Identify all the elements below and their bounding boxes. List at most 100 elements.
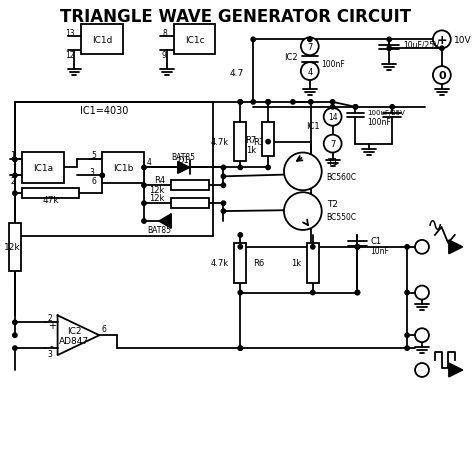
Bar <box>234 244 246 283</box>
Circle shape <box>221 175 226 179</box>
Circle shape <box>356 245 360 249</box>
Circle shape <box>405 245 409 249</box>
Text: 0: 0 <box>438 71 446 81</box>
Text: 2: 2 <box>47 313 52 322</box>
Text: 4: 4 <box>146 157 151 166</box>
Circle shape <box>142 166 146 170</box>
Circle shape <box>291 101 295 105</box>
Text: AD847: AD847 <box>59 336 90 345</box>
Bar <box>307 244 319 283</box>
Text: 6: 6 <box>91 176 96 185</box>
Circle shape <box>433 67 451 85</box>
Circle shape <box>221 184 226 188</box>
Text: IC1=4030: IC1=4030 <box>80 106 128 115</box>
Circle shape <box>238 346 243 350</box>
Text: IC1c: IC1c <box>185 36 204 45</box>
Text: C1: C1 <box>370 237 382 246</box>
Circle shape <box>310 291 315 295</box>
Circle shape <box>415 286 429 300</box>
Circle shape <box>405 346 409 350</box>
Circle shape <box>13 158 17 162</box>
Circle shape <box>142 219 146 224</box>
Text: IC1b: IC1b <box>113 164 133 173</box>
Circle shape <box>266 101 270 105</box>
Polygon shape <box>178 162 190 174</box>
Bar <box>174 25 216 55</box>
Text: R3: R3 <box>253 138 264 147</box>
Circle shape <box>301 38 319 56</box>
Text: ∿: ∿ <box>427 216 443 235</box>
Bar <box>171 181 209 191</box>
Circle shape <box>238 101 243 105</box>
Text: 12k: 12k <box>4 243 20 252</box>
Text: 13: 13 <box>65 29 74 38</box>
Circle shape <box>440 47 444 51</box>
Text: IC1d: IC1d <box>92 36 112 45</box>
Bar <box>22 152 64 184</box>
Text: 10V: 10V <box>454 36 472 45</box>
Text: TRIANGLE WAVE GENERATOR CIRCUIT: TRIANGLE WAVE GENERATOR CIRCUIT <box>60 9 411 27</box>
Circle shape <box>266 101 270 105</box>
Text: IC1: IC1 <box>306 122 320 131</box>
Text: 100uF/25V: 100uF/25V <box>367 110 405 115</box>
Text: 4.7k: 4.7k <box>210 138 228 147</box>
Circle shape <box>142 184 146 188</box>
Circle shape <box>387 38 392 42</box>
Text: -: - <box>50 341 54 350</box>
Circle shape <box>238 346 243 350</box>
Text: 10nF: 10nF <box>370 247 389 256</box>
Circle shape <box>13 333 17 338</box>
Circle shape <box>238 101 243 105</box>
Circle shape <box>324 135 342 153</box>
Bar <box>9 224 21 271</box>
Text: R6: R6 <box>253 259 264 267</box>
Text: T2: T2 <box>327 199 337 208</box>
Text: 1k: 1k <box>246 146 256 155</box>
Circle shape <box>13 346 17 350</box>
Circle shape <box>238 291 243 295</box>
Circle shape <box>301 63 319 81</box>
Bar <box>102 152 144 184</box>
Circle shape <box>221 209 226 214</box>
Circle shape <box>310 245 315 249</box>
Circle shape <box>356 245 360 249</box>
Text: 14: 14 <box>328 113 337 122</box>
Circle shape <box>390 106 394 110</box>
Circle shape <box>284 193 322 230</box>
Circle shape <box>13 174 17 178</box>
Text: 12: 12 <box>65 51 74 60</box>
Circle shape <box>387 47 392 51</box>
Text: +: + <box>437 34 447 47</box>
Polygon shape <box>449 240 463 254</box>
Circle shape <box>353 106 358 110</box>
Text: 7: 7 <box>330 140 335 149</box>
Text: 12k: 12k <box>149 193 165 202</box>
Circle shape <box>415 240 429 254</box>
Circle shape <box>330 106 335 110</box>
Text: IC1a: IC1a <box>33 164 53 173</box>
Text: R4: R4 <box>154 175 165 184</box>
Text: R7: R7 <box>245 136 256 145</box>
Circle shape <box>324 109 342 126</box>
Circle shape <box>330 101 335 105</box>
Circle shape <box>356 291 360 295</box>
Text: BAT85: BAT85 <box>147 226 171 235</box>
Text: 3: 3 <box>89 167 94 176</box>
Circle shape <box>356 291 360 295</box>
Circle shape <box>309 101 313 105</box>
Circle shape <box>221 202 226 206</box>
Circle shape <box>284 153 322 191</box>
Text: 4.7: 4.7 <box>230 69 244 78</box>
Circle shape <box>221 166 226 170</box>
Circle shape <box>100 174 104 178</box>
Circle shape <box>356 245 360 249</box>
Text: 1k: 1k <box>291 259 301 267</box>
Bar <box>262 123 274 157</box>
Text: 47k: 47k <box>42 195 59 204</box>
Text: 9: 9 <box>162 51 167 60</box>
Circle shape <box>308 38 312 42</box>
Bar <box>171 199 209 209</box>
Text: 2: 2 <box>10 176 15 185</box>
Text: 8: 8 <box>162 29 167 38</box>
Polygon shape <box>449 363 463 377</box>
